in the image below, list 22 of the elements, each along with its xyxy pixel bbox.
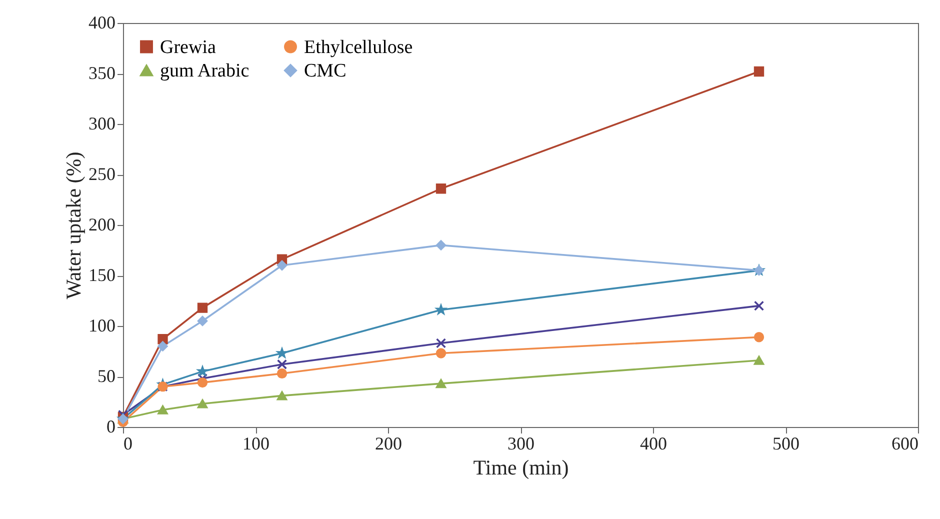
- x-tick-label: 100: [242, 434, 270, 454]
- y-tick-label: 250: [88, 164, 116, 184]
- x-tick-label: 0: [124, 434, 132, 454]
- y-tick-label: 50: [98, 366, 116, 386]
- x-tick-label: 200: [375, 434, 402, 454]
- y-axis-title: Water uptake (%): [62, 152, 86, 300]
- y-tick-label: 150: [88, 265, 116, 285]
- legend-label: CMC: [304, 60, 346, 82]
- x-tick-label: 400: [640, 434, 667, 454]
- y-tick-label: 200: [88, 214, 116, 234]
- legend-label: Ethylcellulose: [304, 36, 413, 58]
- y-tick-label: 350: [88, 63, 116, 83]
- legend-label: Grewia: [160, 36, 216, 58]
- y-tick-label: 100: [88, 316, 116, 336]
- x-tick-label: 300: [508, 434, 534, 454]
- legend-label: gum Arabic: [160, 60, 250, 82]
- x-tick-label: 600: [892, 434, 918, 454]
- x-axis-title: Time (min): [473, 456, 569, 480]
- y-tick-label: 0: [106, 416, 116, 436]
- y-tick-label: 400: [88, 12, 116, 32]
- x-tick-label: 500: [772, 434, 800, 454]
- y-tick-label: 300: [88, 114, 116, 134]
